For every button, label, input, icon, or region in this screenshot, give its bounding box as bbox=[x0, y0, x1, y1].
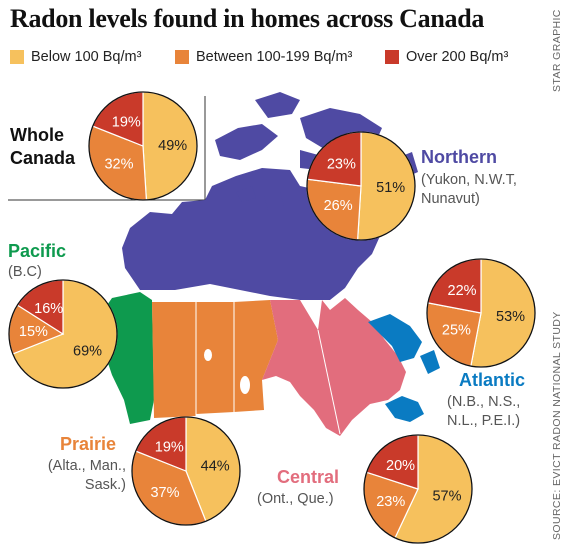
map-atlantic bbox=[368, 314, 440, 422]
map-prairie-borders bbox=[195, 302, 235, 416]
sub-prairie-line-1: (Alta., Man., bbox=[47, 458, 126, 474]
pie-label-over-200: 19% bbox=[155, 439, 184, 455]
pie-label-over-200: 16% bbox=[34, 301, 63, 317]
map-prairie bbox=[152, 300, 278, 418]
pie-label-below-100: 57% bbox=[432, 488, 461, 504]
pie-outline bbox=[8, 279, 118, 389]
sub-central-line-1: (Ont., Que.) bbox=[257, 491, 334, 507]
pie-outline bbox=[306, 131, 416, 241]
sub-central: (Ont., Que.) bbox=[257, 490, 334, 509]
label-prairie: Prairie bbox=[60, 434, 117, 454]
pie-label-below-100: 69% bbox=[73, 344, 102, 360]
pie-outline bbox=[426, 258, 536, 368]
map-central-border bbox=[317, 329, 341, 435]
pie-label-over-200: 22% bbox=[448, 283, 477, 299]
label-atlantic: Atlantic bbox=[459, 370, 526, 390]
label-whole-canada: Whole Canada bbox=[10, 124, 75, 170]
pie-label-100-199: 37% bbox=[150, 485, 179, 501]
legend: Below 100 Bq/m³ Between 100-199 Bq/m³ Ov… bbox=[10, 47, 530, 67]
pie-label-over-200: 20% bbox=[386, 458, 415, 474]
pie-label-below-100: 53% bbox=[496, 309, 525, 325]
pie-label-100-199: 26% bbox=[324, 198, 353, 214]
pie-outline bbox=[88, 91, 198, 201]
pie-label-below-100: 44% bbox=[201, 458, 230, 474]
label-whole-line-2: Canada bbox=[10, 148, 76, 168]
sub-pacific: (B.C) bbox=[8, 263, 42, 282]
pie-label-below-100: 49% bbox=[158, 138, 187, 154]
sub-northern-line-2: Nunavut) bbox=[421, 191, 480, 207]
pie-whole-canada: 49% 32% 19% bbox=[88, 91, 198, 201]
pie-label-over-200: 23% bbox=[327, 157, 356, 173]
pie-label-100-199: 23% bbox=[376, 494, 405, 510]
sub-atlantic: (N.B., N.S., N.L., P.E.I.) bbox=[447, 393, 520, 431]
label-pacific: Pacific bbox=[8, 241, 67, 261]
legend-label-below-100: Below 100 Bq/m³ bbox=[31, 49, 142, 65]
pie-northern: 51% 26% 23% bbox=[306, 131, 416, 241]
sub-pacific-line-1: (B.C) bbox=[8, 264, 42, 280]
sub-prairie-line-2: Sask.) bbox=[84, 477, 126, 493]
pie-pacific: 69% 15% 16% bbox=[8, 279, 118, 389]
pie-atlantic: 53% 25% 22% bbox=[426, 258, 536, 368]
sub-northern: (Yukon, N.W.T, Nunavut) bbox=[421, 171, 517, 209]
pie-label-100-199: 25% bbox=[442, 323, 471, 339]
pie-outline bbox=[131, 416, 241, 526]
legend-swatch-over-200 bbox=[385, 50, 399, 64]
pie-outline bbox=[363, 434, 473, 544]
pie-label-100-199: 15% bbox=[19, 324, 48, 340]
label-central: Central bbox=[277, 467, 340, 487]
map-lakes bbox=[204, 349, 250, 394]
legend-label-over-200: Over 200 Bq/m³ bbox=[406, 49, 509, 65]
sub-atlantic-line-1: (N.B., N.S., bbox=[447, 394, 521, 410]
pie-label-100-199: 32% bbox=[104, 156, 133, 172]
label-northern: Northern bbox=[421, 147, 497, 167]
label-whole-line-1: Whole bbox=[10, 125, 64, 145]
sub-northern-line-1: (Yukon, N.W.T, bbox=[421, 172, 517, 188]
legend-label-100-199: Between 100-199 Bq/m³ bbox=[196, 49, 353, 65]
pie-prairie: 44% 37% 19% bbox=[131, 416, 241, 526]
chart-title: Radon levels found in homes across Canad… bbox=[10, 4, 485, 33]
legend-swatch-below-100 bbox=[10, 50, 24, 64]
sub-prairie: (Alta., Man., Sask.) bbox=[38, 457, 126, 495]
legend-swatch-100-199 bbox=[175, 50, 189, 64]
pie-central: 57% 23% 20% bbox=[363, 434, 473, 544]
sub-atlantic-line-2: N.L., P.E.I.) bbox=[447, 413, 521, 429]
map-central bbox=[262, 298, 406, 436]
pie-label-below-100: 51% bbox=[376, 180, 405, 196]
pie-label-over-200: 19% bbox=[112, 114, 141, 130]
